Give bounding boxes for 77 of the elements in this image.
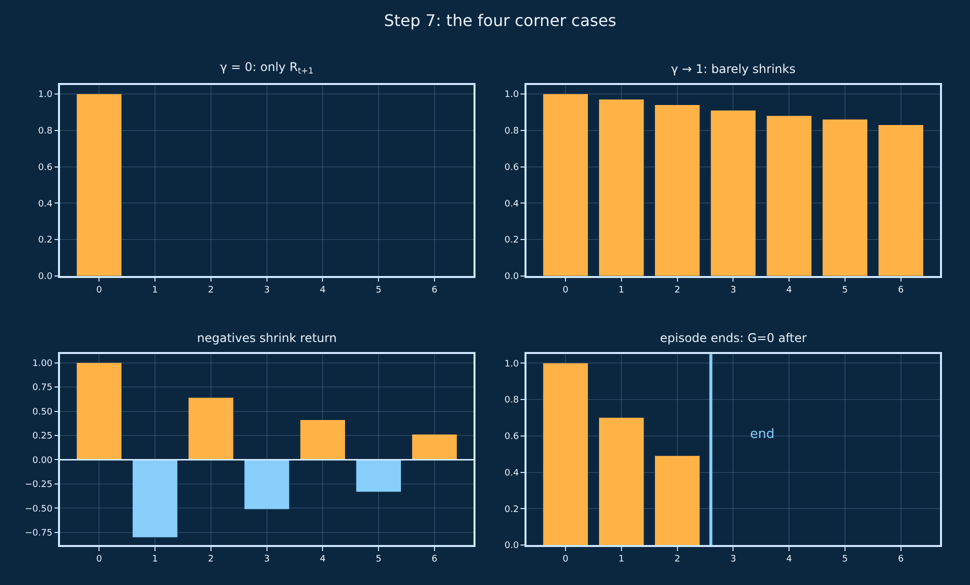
bar xyxy=(76,362,122,460)
y-tick-label: 0.4 xyxy=(504,199,520,210)
chart-title: episode ends: G=0 after xyxy=(660,331,807,345)
y-tick-label: 0.8 xyxy=(504,396,520,406)
x-tick-label: 3 xyxy=(730,285,736,296)
y-tick-label: 0.0 xyxy=(38,272,53,282)
x-tick-label: 4 xyxy=(320,285,326,296)
y-tick-label: 0.4 xyxy=(504,468,520,478)
y-tick-label: 0.2 xyxy=(38,236,52,246)
y-tick-label: 0.6 xyxy=(504,162,520,173)
bar xyxy=(412,434,457,460)
y-tick-label: 0.50 xyxy=(32,407,53,418)
bar xyxy=(543,94,588,276)
x-tick-label: 5 xyxy=(842,285,848,296)
bar xyxy=(766,116,812,276)
x-tick-label: 6 xyxy=(432,554,438,565)
y-tick-label: 0.25 xyxy=(32,432,52,442)
x-tick-label: 6 xyxy=(898,554,904,565)
bar xyxy=(188,398,234,460)
x-tick-label: 6 xyxy=(898,285,904,296)
x-tick-label: 0 xyxy=(562,285,569,296)
x-tick-label: 1 xyxy=(618,554,624,565)
bar xyxy=(654,105,700,276)
y-tick-label: 0.6 xyxy=(38,162,53,173)
chart-title: negatives shrink return xyxy=(197,331,337,345)
y-tick-label: 0.8 xyxy=(504,126,520,137)
x-tick-label: 4 xyxy=(786,285,792,296)
x-tick-label: 1 xyxy=(152,285,158,296)
y-tick-label: 1.00 xyxy=(32,358,53,369)
bar xyxy=(822,120,868,276)
annotation: end xyxy=(750,427,774,442)
y-tick-label: 0.4 xyxy=(38,199,53,210)
x-tick-label: 3 xyxy=(264,554,270,565)
chart-title: γ = 0: only R$_{t+1}$ xyxy=(220,60,314,76)
x-tick-label: 4 xyxy=(786,554,792,565)
bar xyxy=(710,110,756,276)
y-tick-label: 1.0 xyxy=(504,359,520,370)
bar xyxy=(132,460,178,538)
text: Step 7: the four corner cases xyxy=(384,11,616,30)
x-tick-label: 2 xyxy=(208,285,214,296)
x-tick-label: 1 xyxy=(618,285,624,296)
y-tick-label: 0.6 xyxy=(504,432,520,442)
y-tick-label: 0.75 xyxy=(32,383,52,394)
y-tick-label: 0.2 xyxy=(504,236,519,246)
bar xyxy=(599,418,644,545)
y-tick-label: 0.0 xyxy=(504,541,520,552)
x-tick-label: 0 xyxy=(562,554,569,565)
bar xyxy=(599,100,644,276)
x-tick-label: 0 xyxy=(96,554,102,565)
y-tick-label: −0.75 xyxy=(24,528,52,539)
y-tick-label: 1.0 xyxy=(38,90,53,100)
x-tick-label: 2 xyxy=(674,554,680,565)
bar xyxy=(654,456,700,545)
y-tick-label: −0.25 xyxy=(24,480,52,490)
y-tick-label: 1.0 xyxy=(504,90,520,100)
bar xyxy=(300,420,346,460)
x-tick-label: 3 xyxy=(264,285,270,296)
x-tick-label: 5 xyxy=(842,554,848,565)
chart-title: γ → 1: barely shrinks xyxy=(671,62,796,76)
x-tick-label: 2 xyxy=(674,285,680,296)
bar xyxy=(244,460,290,510)
x-tick-label: 5 xyxy=(376,285,382,296)
x-tick-label: 2 xyxy=(208,554,214,565)
x-tick-label: 4 xyxy=(320,554,326,565)
x-tick-label: 3 xyxy=(730,554,736,565)
bar xyxy=(356,460,401,492)
y-tick-label: 0.2 xyxy=(504,504,519,515)
x-tick-label: 6 xyxy=(432,285,438,296)
y-tick-label: 0.8 xyxy=(38,126,53,137)
y-tick-label: −0.50 xyxy=(24,504,53,514)
x-tick-label: 0 xyxy=(96,285,102,296)
y-tick-label: 0.0 xyxy=(504,272,520,282)
x-tick-label: 5 xyxy=(376,554,382,565)
bar xyxy=(878,125,924,276)
x-tick-label: 1 xyxy=(152,554,158,565)
y-tick-label: 0.00 xyxy=(32,456,53,466)
bar xyxy=(543,363,588,545)
